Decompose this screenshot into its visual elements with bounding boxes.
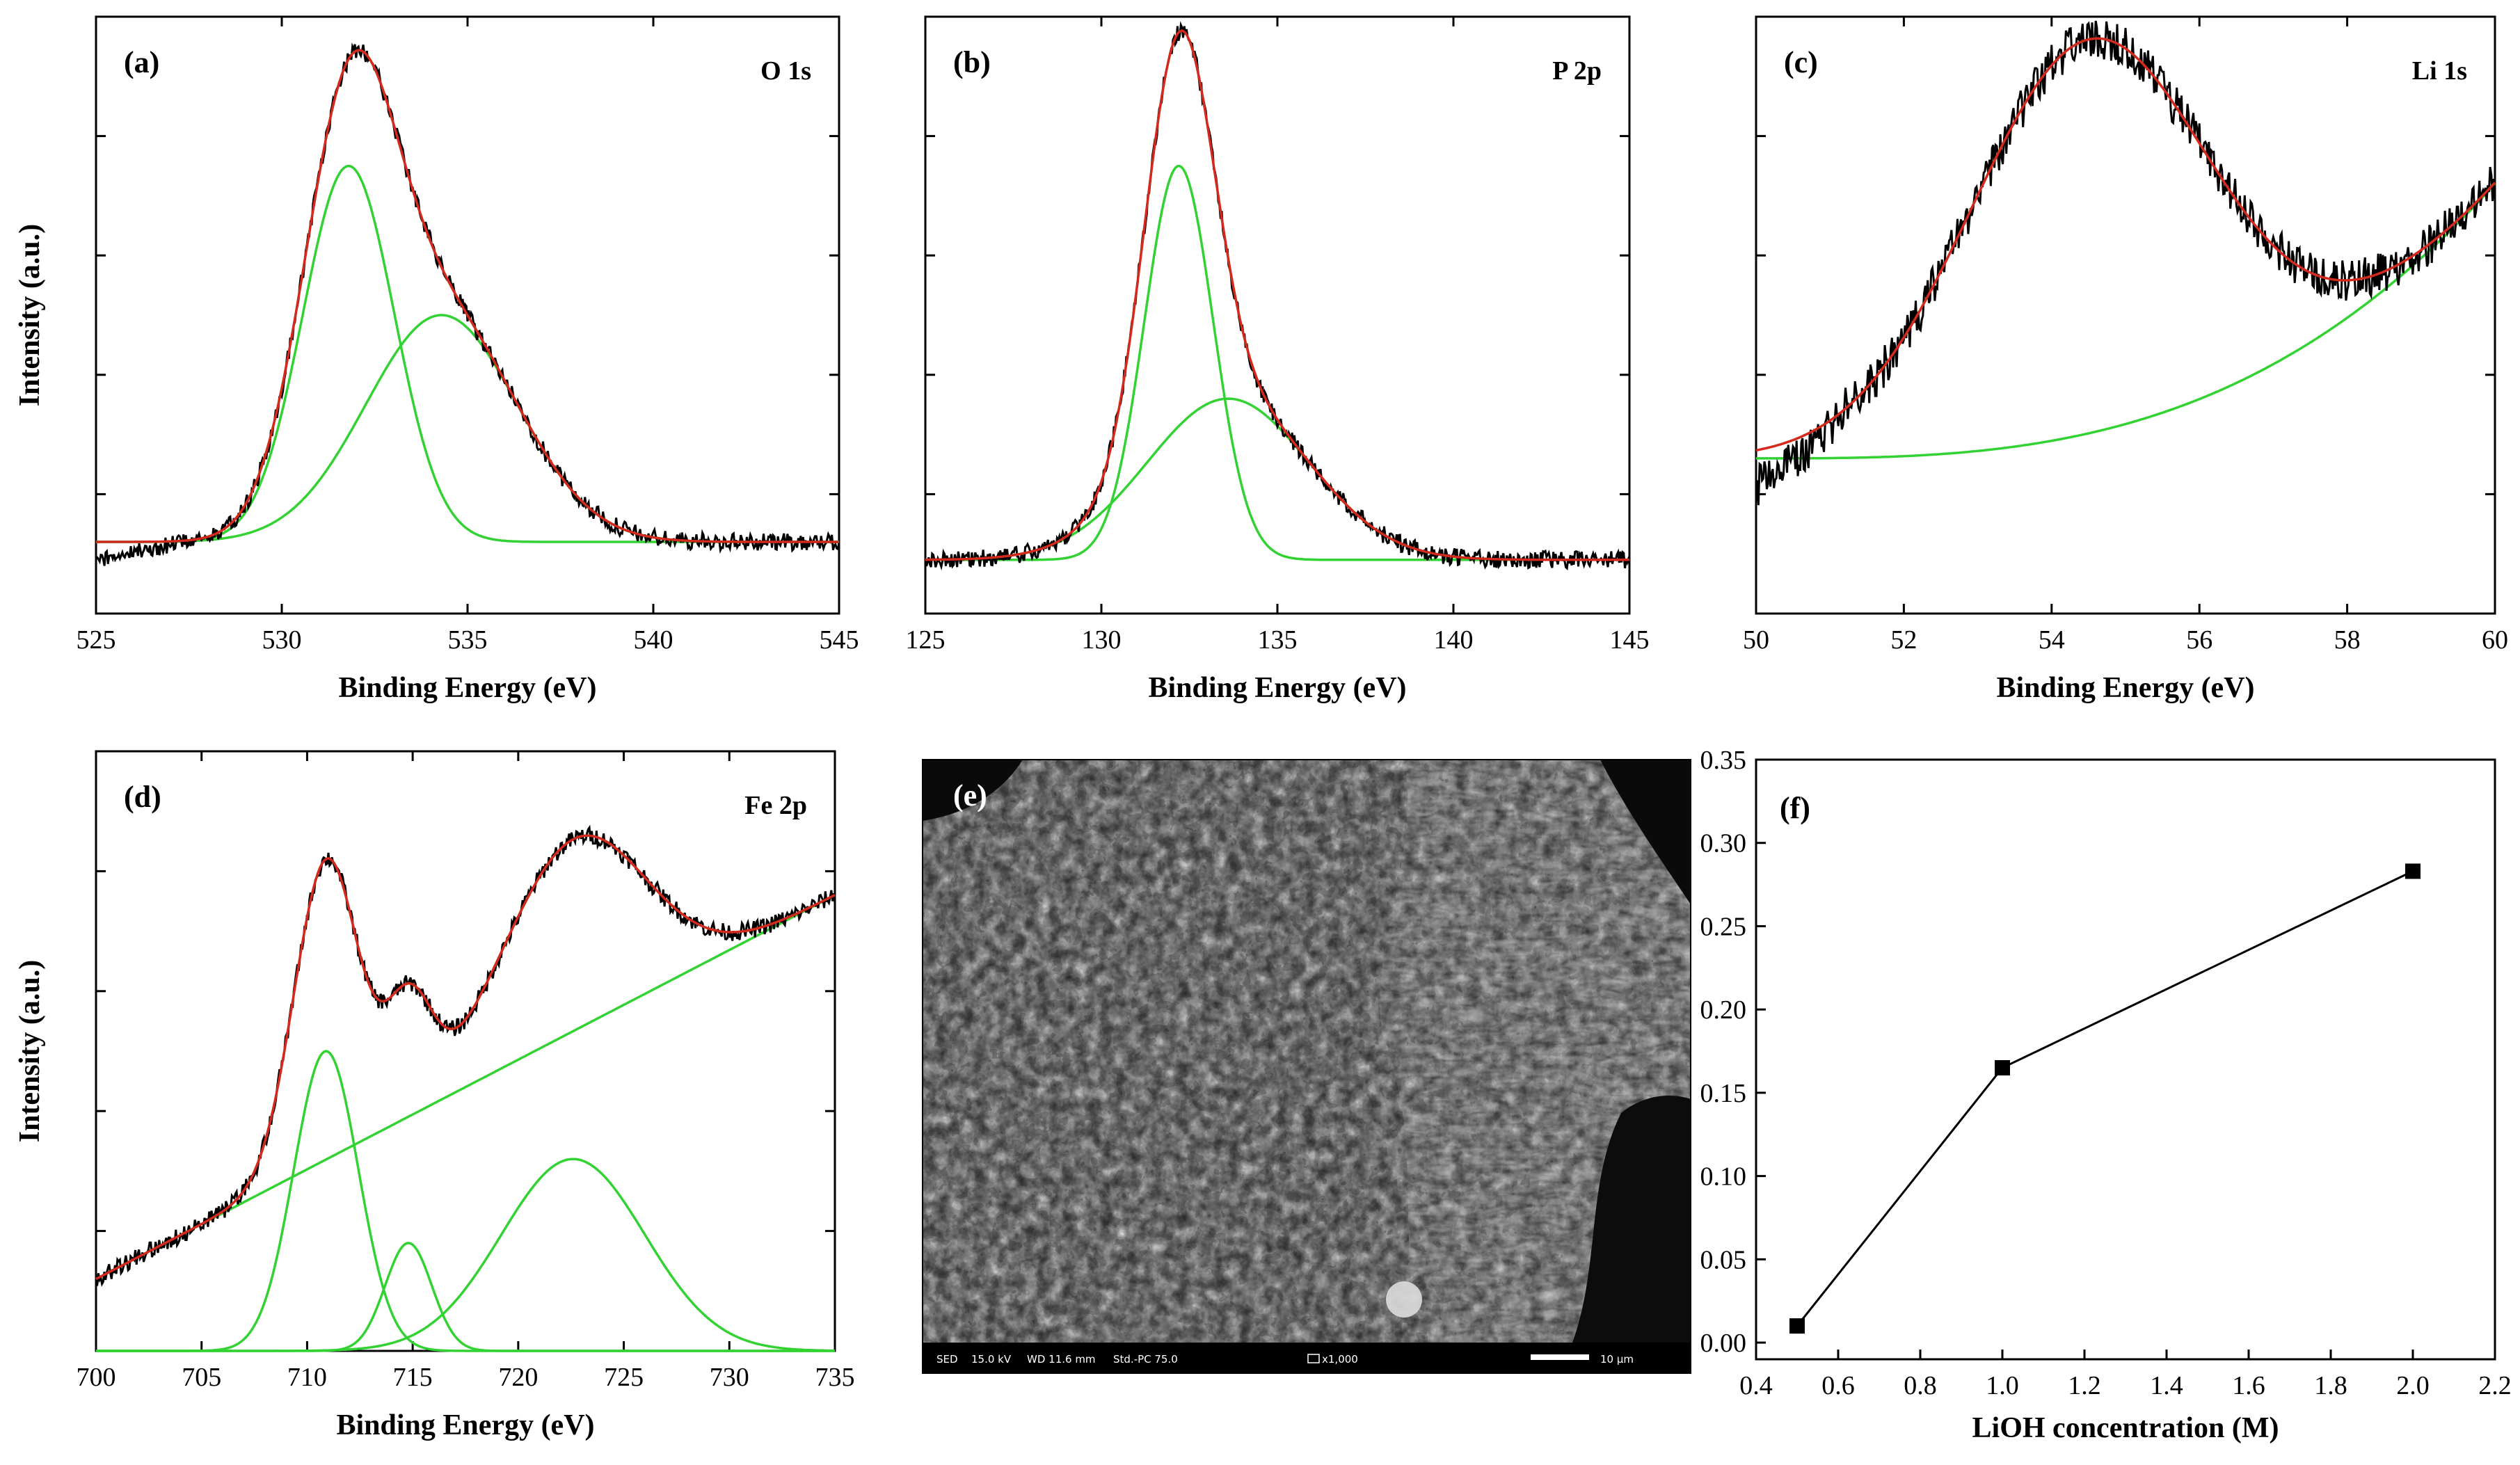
x-tick-label-c-2: 54 bbox=[2039, 625, 2065, 655]
x-tick-label-a-2: 535 bbox=[448, 625, 488, 655]
x-tick-label-f-5: 1.4 bbox=[2150, 1371, 2183, 1400]
panel-e-label: (e) bbox=[953, 778, 987, 812]
fitted-envelope-a bbox=[96, 49, 839, 543]
sem-working-distance: WD 11.6 mm bbox=[1027, 1353, 1096, 1366]
scale-bar bbox=[1531, 1354, 1589, 1360]
x-tick-label-f-4: 1.2 bbox=[2068, 1371, 2101, 1400]
y-tick-label-f-4: 0.20 bbox=[1700, 995, 1747, 1025]
camera-icon bbox=[1307, 1354, 1320, 1363]
plot-frame-c bbox=[1755, 15, 2496, 615]
x-tick-label-f-6: 1.6 bbox=[2232, 1371, 2265, 1400]
background-line-c bbox=[1756, 183, 2496, 460]
x-tick-label-d-3: 715 bbox=[393, 1363, 433, 1392]
fitted-envelope-d bbox=[95, 834, 836, 1281]
x-tick-label-d-2: 710 bbox=[287, 1363, 327, 1392]
peak-annotation-b: P 2p bbox=[1552, 56, 1602, 86]
panel-a: 525 530 535 540 545 (a) O 1s Binding Energy (eV… bbox=[14, 15, 859, 704]
peak-annotation-a: O 1s bbox=[760, 56, 811, 86]
panel-c: 50 52 54 56 58 60 (c) Li 1s Binding Energy (eV) bbox=[1743, 15, 2508, 704]
x-tick-label-a-1: 530 bbox=[262, 625, 302, 655]
panel-label-a: (a) bbox=[124, 45, 159, 79]
x-tick-label-c-3: 56 bbox=[2186, 625, 2212, 655]
x-axis-label-b: Binding Energy (eV) bbox=[1148, 672, 1406, 704]
sem-voltage: 15.0 kV bbox=[971, 1353, 1012, 1366]
x-tick-label-f-2: 0.8 bbox=[1904, 1371, 1937, 1400]
component-peak-d-2 bbox=[96, 1242, 835, 1352]
y-tick-label-f-6: 0.30 bbox=[1700, 829, 1747, 858]
panel-b: 125 130 135 140 145 (b) P 2p Binding Energy (eV… bbox=[906, 15, 1650, 704]
y-tick-label-f-1: 0.05 bbox=[1700, 1245, 1747, 1274]
panel-e-sem-image: (e) SED 15.0 kV WD 11.6 mm Std.-PC 75.0 … bbox=[922, 759, 1691, 1374]
raw-data-line-a bbox=[95, 42, 840, 566]
x-tick-label-b-0: 125 bbox=[906, 625, 946, 655]
y-tick-label-f-7: 0.35 bbox=[1700, 746, 1747, 775]
y-axis-label-d: Intensity (a.u.) bbox=[14, 960, 46, 1143]
data-point-1 bbox=[1995, 1059, 2010, 1075]
plot-frame-f bbox=[1755, 758, 2496, 1361]
sem-mode: Std.-PC 75.0 bbox=[1113, 1353, 1178, 1366]
fitted-envelope-c bbox=[1755, 37, 2496, 452]
x-axis-label-a: Binding Energy (eV) bbox=[338, 672, 596, 704]
x-tick-label-c-1: 52 bbox=[1890, 625, 1917, 655]
x-tick-label-b-2: 135 bbox=[1258, 625, 1298, 655]
x-tick-label-d-7: 735 bbox=[815, 1363, 855, 1392]
x-tick-label-f-1: 0.6 bbox=[1821, 1371, 1855, 1400]
fitted-envelope-b bbox=[925, 29, 1629, 561]
component-peak-b-1 bbox=[925, 164, 1629, 561]
x-tick-label-d-4: 720 bbox=[498, 1363, 538, 1392]
raw-data-line-b bbox=[924, 21, 1631, 571]
x-axis-label-d: Binding Energy (eV) bbox=[336, 1409, 594, 1441]
scale-bar-label: 10 μm bbox=[1600, 1353, 1634, 1366]
raw-data-line-d bbox=[95, 824, 836, 1287]
peak-annotation-c: Li 1s bbox=[2412, 56, 2467, 86]
y-tick-label-f-2: 0.10 bbox=[1700, 1162, 1747, 1192]
panel-label-d: (d) bbox=[124, 780, 161, 814]
panel-label-b: (b) bbox=[953, 45, 991, 79]
component-peak-d-3 bbox=[96, 1158, 835, 1352]
y-tick-label-f-3: 0.15 bbox=[1700, 1079, 1747, 1108]
x-tick-label-a-3: 540 bbox=[634, 625, 673, 655]
peak-annotation-d: Fe 2p bbox=[744, 791, 807, 820]
raw-data-line-c bbox=[1755, 20, 2496, 506]
x-tick-label-b-1: 130 bbox=[1082, 625, 1122, 655]
component-peak-a-2 bbox=[96, 314, 839, 543]
x-tick-label-c-0: 50 bbox=[1743, 625, 1769, 655]
x-tick-label-a-4: 545 bbox=[820, 625, 859, 655]
x-tick-label-f-3: 1.0 bbox=[1986, 1371, 2019, 1400]
x-tick-label-d-1: 705 bbox=[182, 1363, 221, 1392]
y-tick-label-f-5: 0.25 bbox=[1700, 912, 1747, 941]
x-tick-label-d-5: 725 bbox=[604, 1363, 644, 1392]
x-axis-label-f: LiOH concentration (M) bbox=[1972, 1412, 2279, 1444]
data-point-2 bbox=[2405, 863, 2421, 879]
data-point-0 bbox=[1789, 1318, 1805, 1334]
conductivity-series-line bbox=[1796, 870, 2414, 1327]
panel-label-c: (c) bbox=[1784, 45, 1818, 79]
x-tick-label-d-0: 700 bbox=[77, 1363, 116, 1392]
plot-frame-d bbox=[95, 750, 836, 1352]
y-axis-label-a: Intensity (a.u.) bbox=[14, 224, 46, 407]
x-tick-label-a-0: 525 bbox=[77, 625, 116, 655]
sem-magnification: x1,000 bbox=[1322, 1353, 1358, 1366]
y-tick-label-f-0: 0.00 bbox=[1700, 1329, 1747, 1358]
panel-d: 700 705 710 715 720 725 730 735 (d) Fe 2p Binding … bbox=[14, 750, 855, 1441]
x-tick-label-f-9: 2.2 bbox=[2478, 1371, 2512, 1400]
x-tick-label-b-4: 145 bbox=[1610, 625, 1650, 655]
sem-detector: SED bbox=[936, 1353, 958, 1366]
component-peak-a-1 bbox=[96, 164, 839, 543]
x-tick-label-b-3: 140 bbox=[1434, 625, 1474, 655]
x-tick-label-c-4: 58 bbox=[2334, 625, 2361, 655]
x-tick-label-f-7: 1.8 bbox=[2314, 1371, 2347, 1400]
x-axis-label-c: Binding Energy (eV) bbox=[1996, 672, 2254, 704]
panel-f: 0.4 0.6 0.8 1.0 1.2 1.4 1.6 1.8 2.0 2.2 0.00 0.05 0.… bbox=[1648, 746, 2512, 1444]
x-tick-label-d-6: 730 bbox=[710, 1363, 749, 1392]
panel-label-f: (f) bbox=[1780, 791, 1810, 825]
x-tick-label-f-0: 0.4 bbox=[1739, 1371, 1773, 1400]
plot-frame-b bbox=[924, 15, 1631, 615]
x-tick-label-f-8: 2.0 bbox=[2396, 1371, 2430, 1400]
component-peak-d-1 bbox=[96, 1050, 835, 1352]
x-tick-label-c-5: 60 bbox=[2482, 625, 2508, 655]
